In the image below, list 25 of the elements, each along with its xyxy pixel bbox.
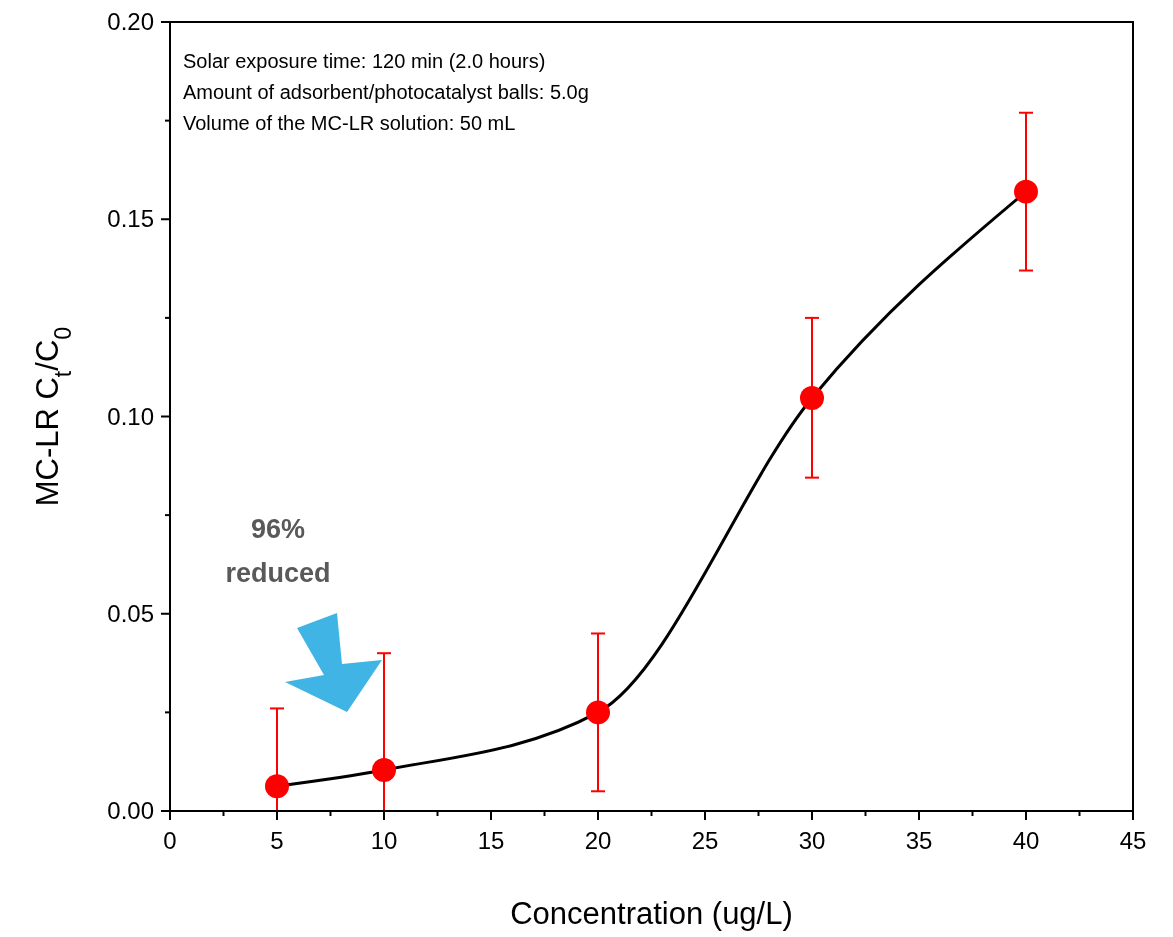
y-tick-label: 0.05 <box>107 599 154 627</box>
x-tick-label: 25 <box>691 827 719 854</box>
annotation: Amount of adsorbent/photocatalyst balls: 5.0g <box>183 81 589 103</box>
point <box>800 385 824 410</box>
x-axis-title: Concentration (ug/L) <box>510 896 793 931</box>
y-tick-label: 0.15 <box>107 205 154 233</box>
y-tick-label: 0.10 <box>107 402 154 430</box>
x-tick-label: 20 <box>584 827 612 854</box>
point <box>265 774 289 799</box>
point <box>586 700 610 725</box>
y-tick-label: 0.20 <box>107 8 154 35</box>
point <box>1014 179 1038 204</box>
x-tick-label: 0 <box>163 827 177 854</box>
y-tick-label: 0.00 <box>107 797 154 824</box>
annotation: Volume of the MC-LR solution: 50 mL <box>183 112 516 134</box>
x-tick-label: 15 <box>477 827 505 854</box>
x-tick-label: 10 <box>370 827 398 854</box>
x-tick-label: 40 <box>1012 827 1040 854</box>
point <box>372 757 396 782</box>
annotation: 96% reduced <box>225 514 331 588</box>
x-tick-label: 5 <box>270 827 284 854</box>
x-tick-label: 35 <box>905 827 933 854</box>
x-tick-label: 45 <box>1119 827 1147 854</box>
annotation: Solar exposure time: 120 min (2.0 hours) <box>183 50 546 72</box>
x-tick-label: 30 <box>798 827 826 854</box>
